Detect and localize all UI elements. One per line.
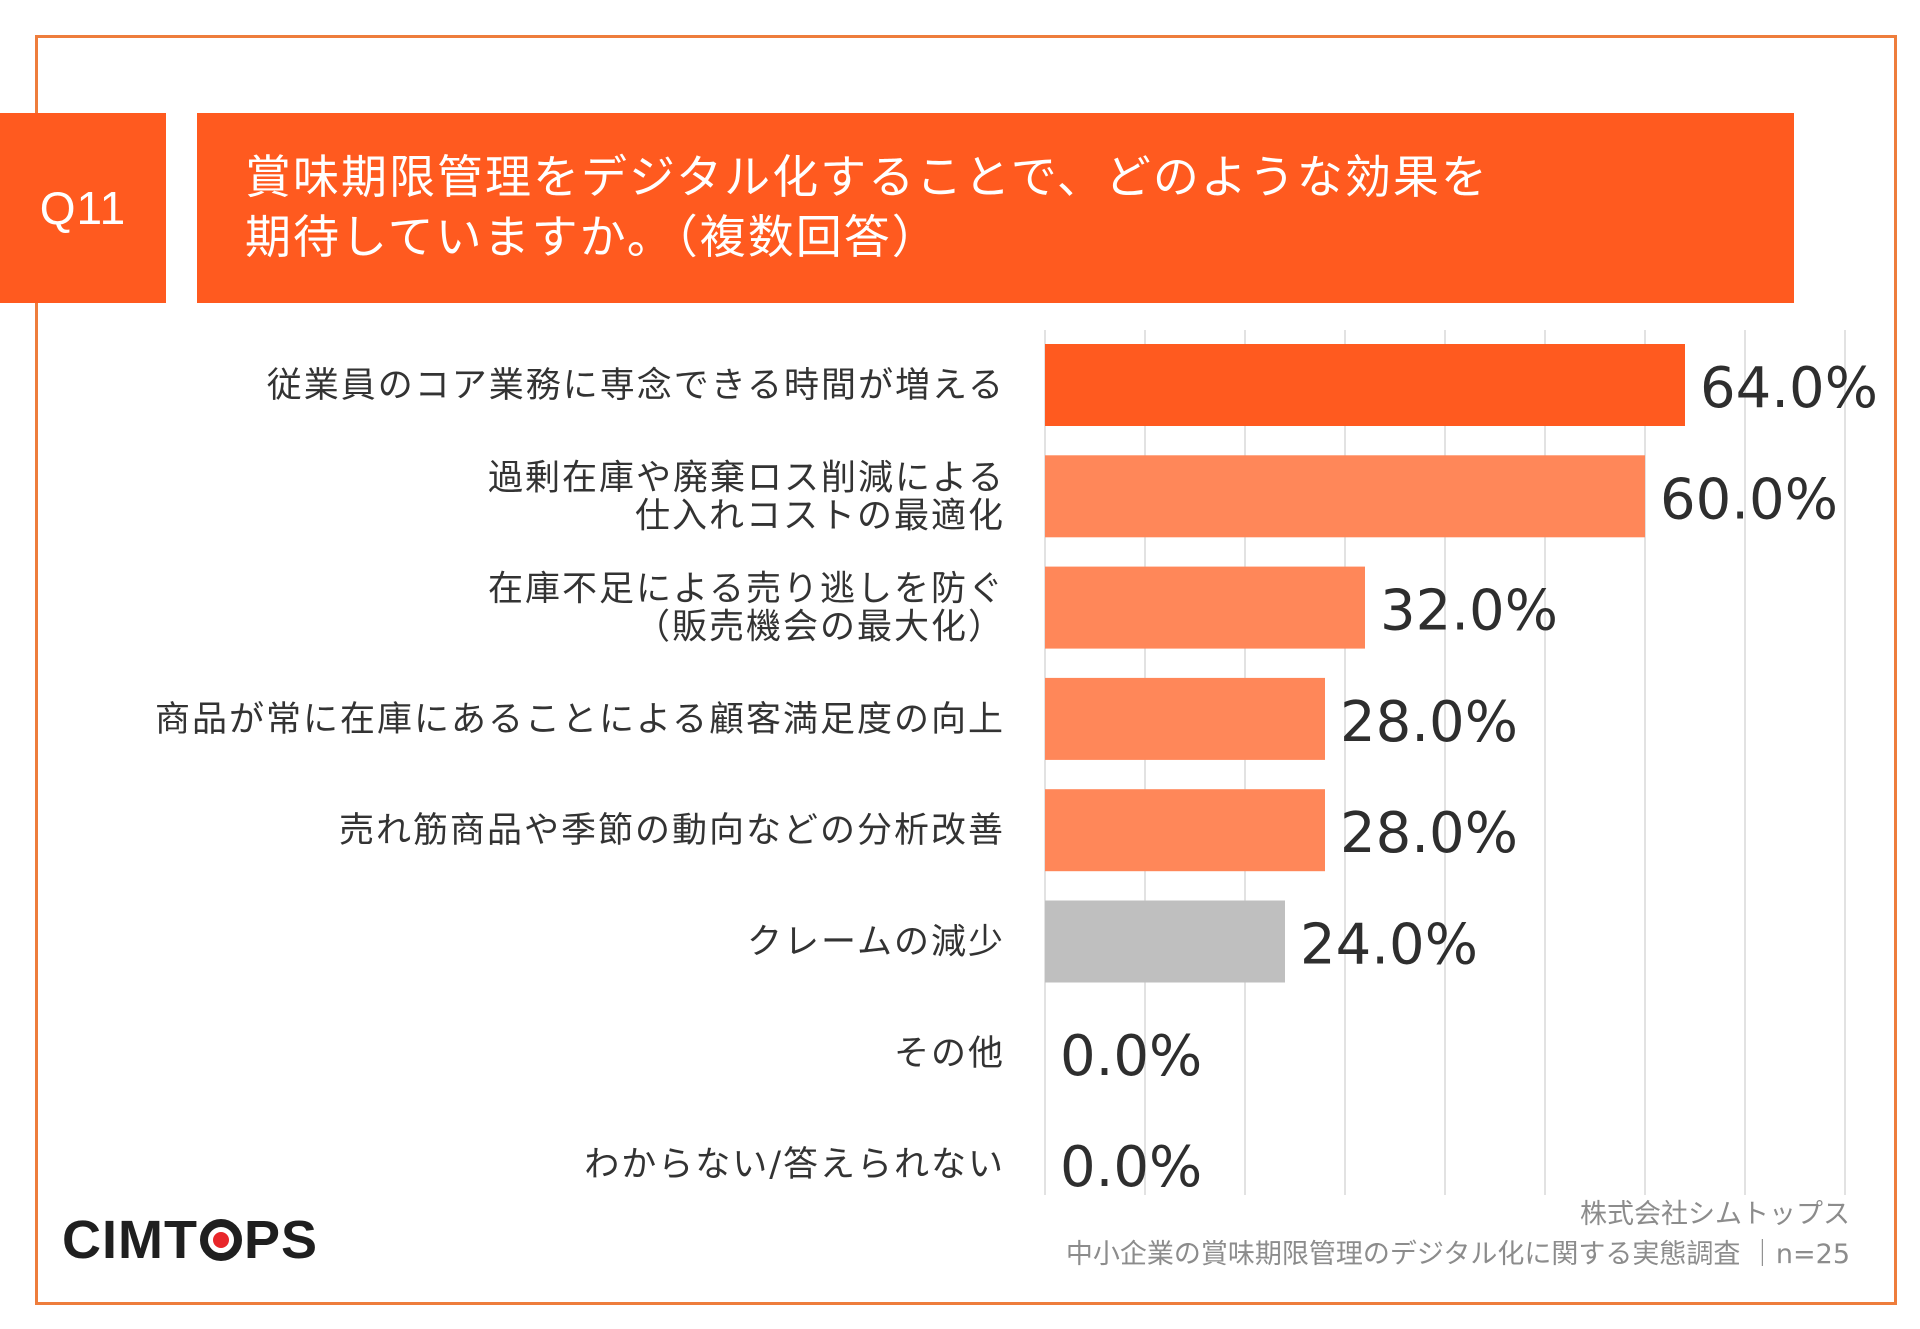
value-label: 0.0% — [1060, 1024, 1202, 1089]
category-label: わからない/答えられない — [584, 1145, 1005, 1185]
category-labels: 従業員のコア業務に専念できる時間が増える過剰在庫や廃棄ロス削減による仕入れコスト… — [155, 366, 1005, 1185]
value-label: 64.0% — [1700, 356, 1878, 421]
bar — [1045, 900, 1285, 983]
value-label: 24.0% — [1300, 913, 1478, 978]
logo-text-suffix: PS — [243, 1210, 319, 1270]
slide-frame — [35, 35, 1897, 1305]
bar — [1045, 455, 1645, 538]
question-title-line-2: 期待していますか。（複数回答） — [245, 210, 940, 264]
value-labels: 64.0% 60.0% 32.0% 28.0% 28.0% 24.0% 0.0% 0.0% — [1060, 356, 1878, 1200]
bar — [1045, 566, 1365, 649]
bars — [1045, 344, 1685, 983]
category-label: 在庫不足による売り逃しを防ぐ（販売機会の最大化） — [488, 570, 1005, 648]
question-title-box: 賞味期限管理をデジタル化することで、どのような効果を 期待していますか。（複数回… — [197, 113, 1794, 303]
bar — [1045, 344, 1685, 426]
logo-text-prefix: CIMT — [62, 1210, 198, 1270]
category-label: 過剰在庫や廃棄ロス削減による仕入れコストの最適化 — [488, 458, 1005, 536]
cimtops-logo: CIMT PS — [62, 1213, 318, 1267]
source-survey: 中小企業の賞味期限管理のデジタル化に関する実態調査 ｜n=25 — [1065, 1239, 1850, 1270]
value-label: 60.0% — [1660, 467, 1838, 532]
source-company: 株式会社シムトップス — [1580, 1199, 1850, 1230]
question-badge: Q11 — [0, 113, 166, 303]
value-label: 28.0% — [1340, 690, 1518, 755]
value-label: 32.0% — [1380, 579, 1558, 644]
category-label: その他 — [894, 1034, 1005, 1074]
source-note: 株式会社シムトップス 中小企業の賞味期限管理のデジタル化に関する実態調査 ｜n=… — [1066, 1195, 1850, 1275]
question-title-line-1: 賞味期限管理をデジタル化することで、どのような効果を — [245, 150, 1489, 204]
value-label: 0.0% — [1060, 1135, 1202, 1200]
category-label: クレームの減少 — [747, 923, 1005, 963]
bar — [1045, 789, 1325, 872]
logo-o-mark — [199, 1219, 242, 1261]
category-label: 従業員のコア業務に専念できる時間が増える — [267, 366, 1005, 406]
category-label: 売れ筋商品や季節の動向などの分析改善 — [339, 811, 1005, 851]
category-label: 商品が常に在庫にあることによる顧客満足度の向上 — [155, 700, 1005, 740]
value-label: 28.0% — [1340, 801, 1518, 866]
bar — [1045, 677, 1325, 760]
